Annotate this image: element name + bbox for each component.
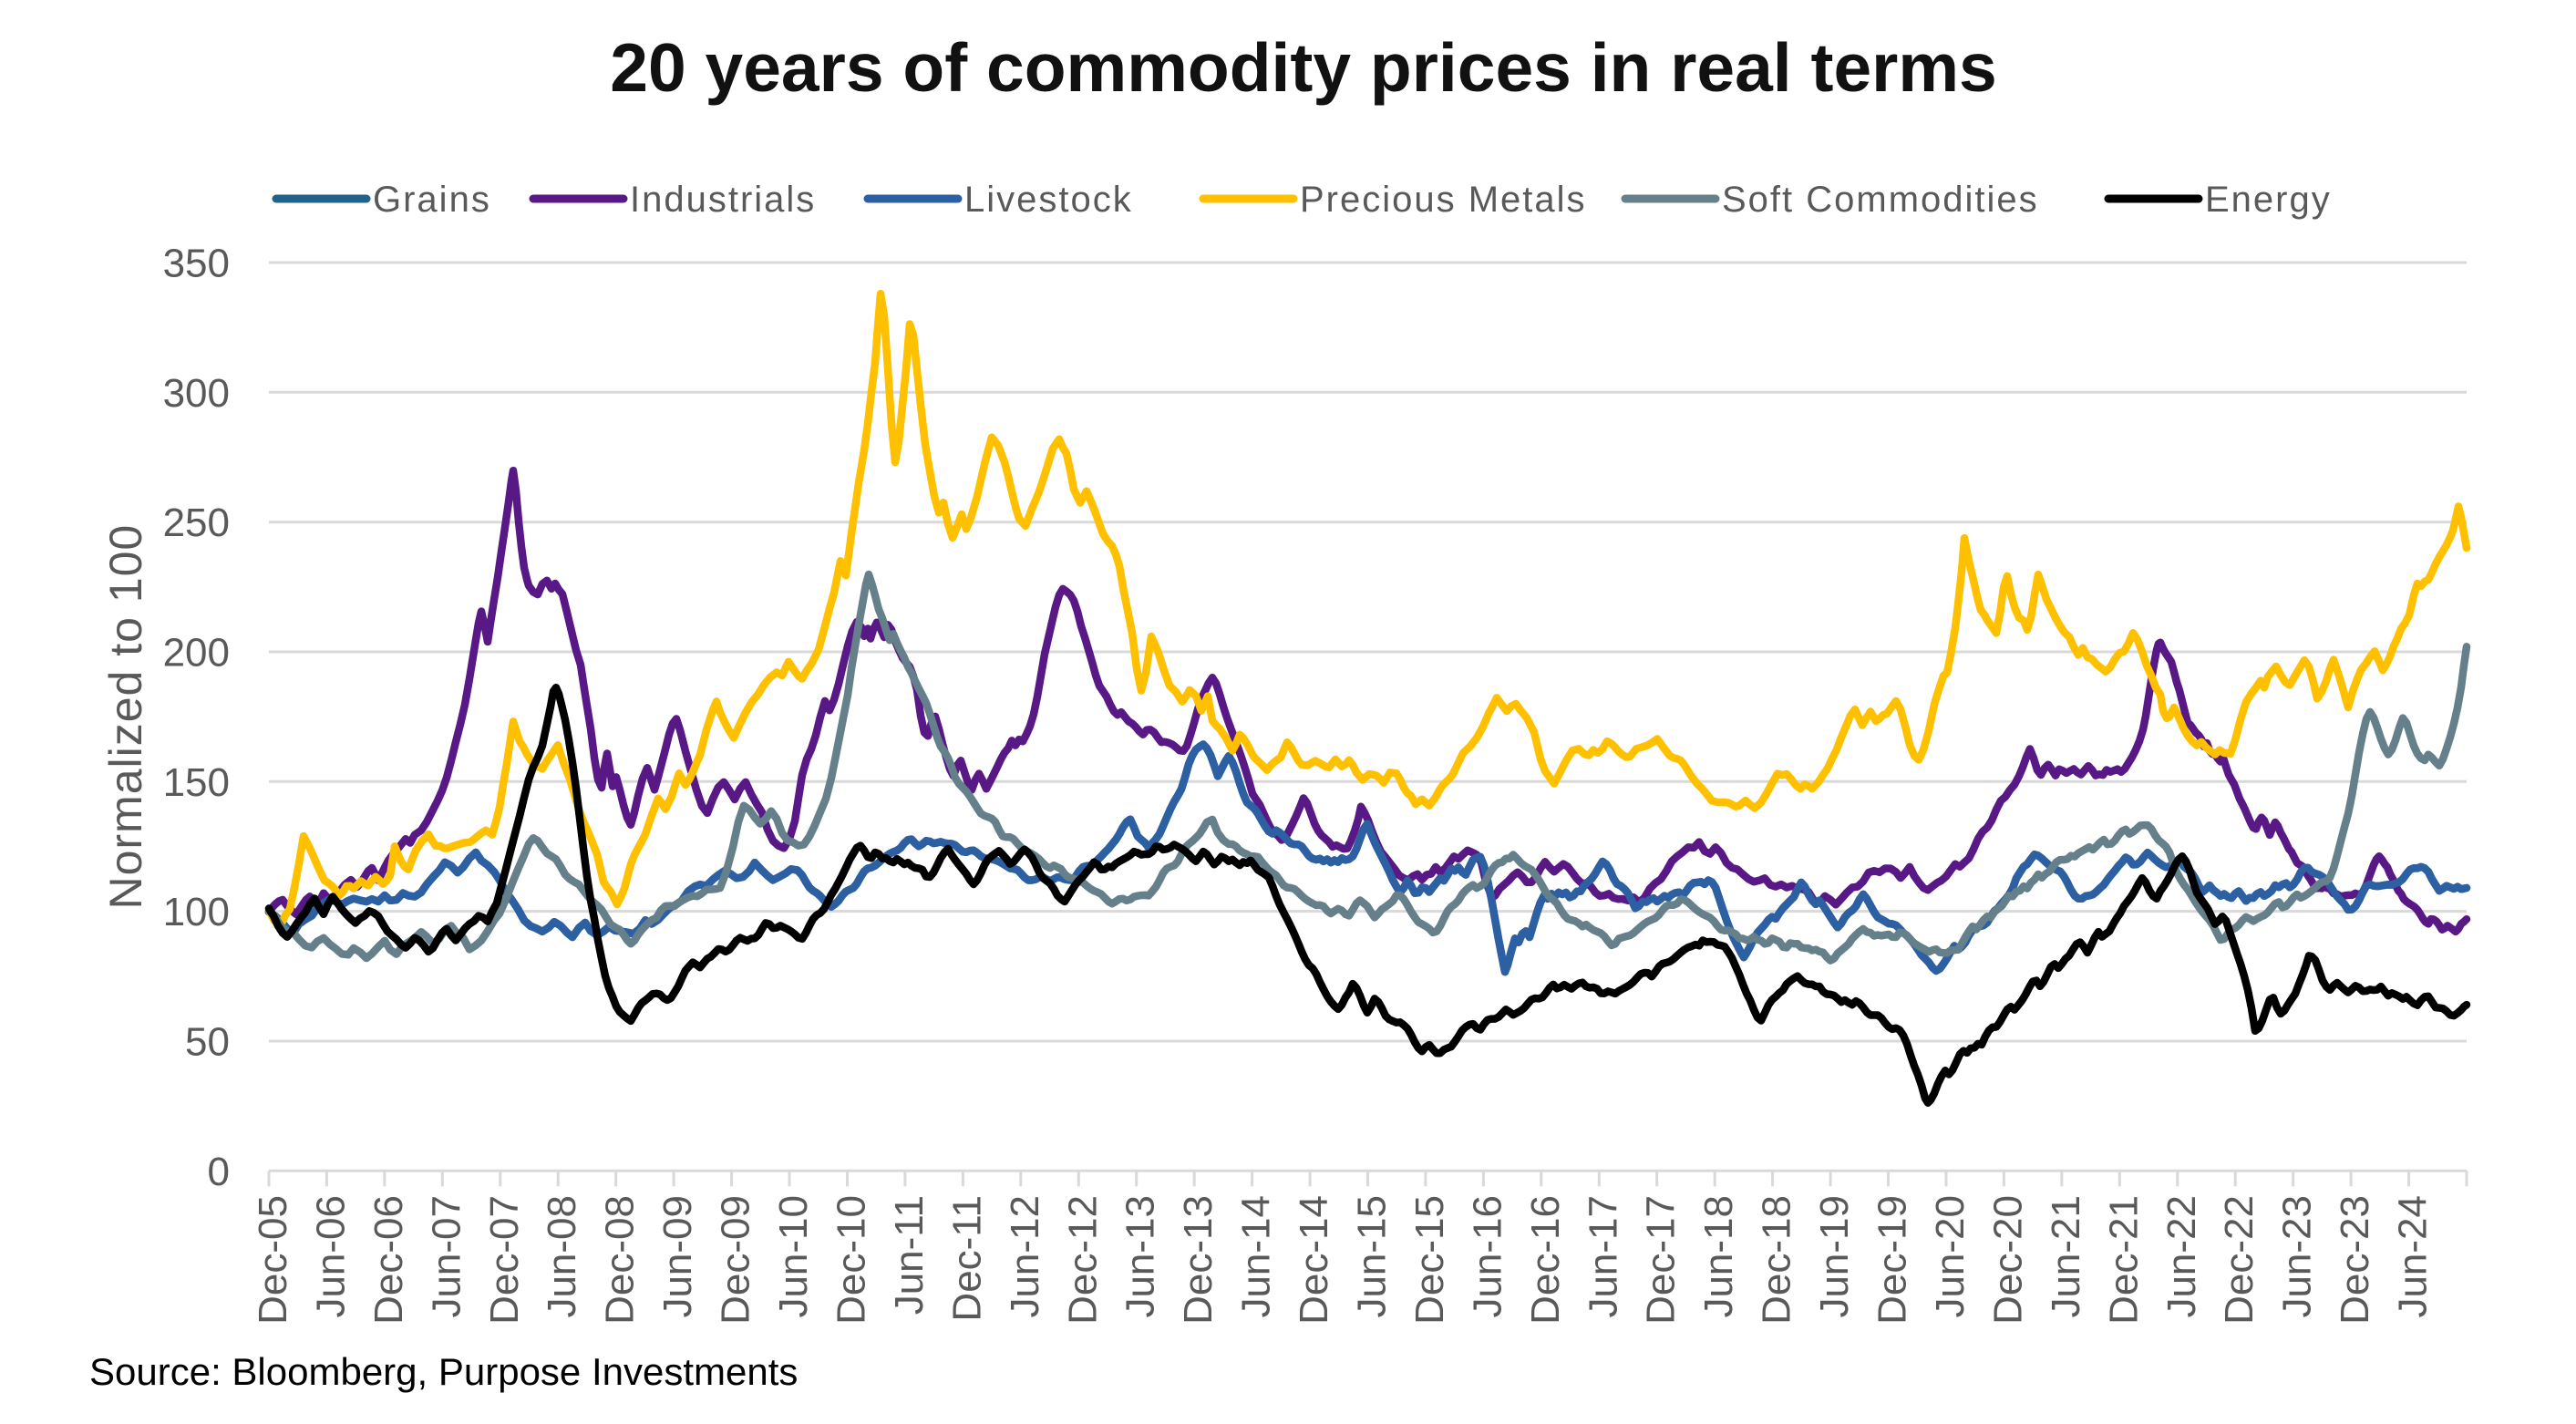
svg-text:50: 50 <box>185 1020 230 1065</box>
svg-text:Jun-18: Jun-18 <box>1696 1195 1741 1318</box>
svg-text:Dec-22: Dec-22 <box>2217 1195 2262 1325</box>
svg-text:250: 250 <box>163 500 230 545</box>
svg-text:Jun-06: Jun-06 <box>308 1195 353 1318</box>
svg-text:Jun-19: Jun-19 <box>1812 1195 1857 1318</box>
svg-text:200: 200 <box>163 631 230 676</box>
svg-text:Dec-11: Dec-11 <box>944 1195 989 1322</box>
svg-text:Jun-08: Jun-08 <box>540 1195 584 1318</box>
svg-text:Jun-16: Jun-16 <box>1465 1195 1510 1318</box>
svg-text:Precious Metals: Precious Metals <box>1300 180 1587 220</box>
svg-text:Jun-09: Jun-09 <box>655 1195 700 1318</box>
svg-text:Dec-23: Dec-23 <box>2333 1195 2377 1325</box>
svg-text:Dec-10: Dec-10 <box>829 1195 873 1325</box>
svg-text:Grains: Grains <box>373 180 491 220</box>
svg-text:Jun-10: Jun-10 <box>771 1195 816 1318</box>
svg-text:Jun-21: Jun-21 <box>2044 1195 2088 1318</box>
svg-text:0: 0 <box>208 1150 230 1194</box>
svg-text:Jun-14: Jun-14 <box>1234 1195 1279 1318</box>
svg-text:Dec-20: Dec-20 <box>1985 1195 2030 1325</box>
svg-text:Dec-12: Dec-12 <box>1060 1195 1105 1325</box>
svg-text:Energy: Energy <box>2205 180 2332 220</box>
svg-text:Industrials: Industrials <box>630 180 816 220</box>
svg-text:Jun-23: Jun-23 <box>2275 1195 2320 1318</box>
svg-text:100: 100 <box>163 890 230 934</box>
svg-text:20 years of commodity prices i: 20 years of commodity prices in real ter… <box>610 29 1997 106</box>
svg-text:Source: Bloomberg, Purpose Inv: Source: Bloomberg, Purpose Investments <box>89 1350 798 1393</box>
svg-text:Jun-15: Jun-15 <box>1350 1195 1395 1318</box>
svg-text:Dec-06: Dec-06 <box>366 1195 411 1325</box>
svg-text:300: 300 <box>163 371 230 416</box>
svg-text:Normalized to 100: Normalized to 100 <box>100 524 151 910</box>
svg-text:Jun-22: Jun-22 <box>2159 1195 2204 1318</box>
svg-text:Soft Commodities: Soft Commodities <box>1722 180 2039 220</box>
svg-text:Jun-13: Jun-13 <box>1118 1195 1163 1318</box>
svg-text:Dec-13: Dec-13 <box>1176 1195 1221 1325</box>
svg-text:Dec-18: Dec-18 <box>1755 1195 1799 1325</box>
svg-text:350: 350 <box>163 242 230 286</box>
svg-text:Dec-09: Dec-09 <box>714 1195 758 1325</box>
svg-text:Dec-07: Dec-07 <box>482 1195 527 1325</box>
svg-text:Jun-12: Jun-12 <box>1003 1195 1047 1318</box>
svg-text:Jun-11: Jun-11 <box>887 1195 932 1315</box>
svg-text:Dec-19: Dec-19 <box>1870 1195 1915 1325</box>
svg-text:Dec-08: Dec-08 <box>598 1195 643 1325</box>
svg-text:Dec-14: Dec-14 <box>1292 1195 1336 1325</box>
svg-text:Jun-07: Jun-07 <box>424 1195 469 1318</box>
svg-text:Jun-24: Jun-24 <box>2391 1195 2436 1318</box>
svg-text:Livestock: Livestock <box>964 180 1133 220</box>
svg-text:Dec-17: Dec-17 <box>1639 1195 1684 1325</box>
svg-text:Dec-15: Dec-15 <box>1407 1195 1452 1325</box>
svg-text:Dec-21: Dec-21 <box>2101 1195 2146 1325</box>
svg-text:Jun-20: Jun-20 <box>1928 1195 1973 1318</box>
svg-text:Dec-16: Dec-16 <box>1523 1195 1568 1325</box>
svg-text:Dec-05: Dec-05 <box>251 1195 295 1325</box>
svg-text:Jun-17: Jun-17 <box>1581 1195 1625 1318</box>
svg-text:150: 150 <box>163 760 230 805</box>
